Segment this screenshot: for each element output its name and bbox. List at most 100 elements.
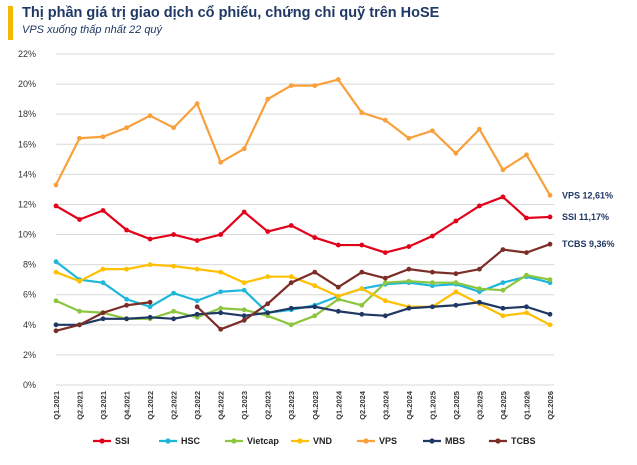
- end-label-vps: VPS 12,61%: [562, 190, 613, 200]
- data-point-vps: [288, 83, 294, 88]
- data-point-vnd: [147, 262, 153, 268]
- data-point-vnd: [288, 274, 294, 280]
- data-point-tcbs: [453, 271, 459, 277]
- data-point-ssi: [524, 215, 529, 221]
- data-point-hsc: [500, 280, 506, 286]
- data-point-tcbs: [429, 269, 435, 275]
- y-tick-label: 0%: [23, 380, 36, 390]
- data-point-mbs: [312, 304, 318, 310]
- data-point-tcbs: [477, 266, 482, 272]
- data-point-vnd: [53, 269, 59, 275]
- x-tick-label: Q2.2026: [546, 391, 555, 420]
- data-point-ssi: [500, 194, 506, 200]
- legend-label-vps: VPS: [379, 436, 397, 446]
- legend-marker-vps: [363, 438, 369, 444]
- data-point-ssi: [547, 214, 553, 220]
- x-tick-label: Q4.2021: [123, 391, 132, 420]
- series-line-vnd: [55, 263, 551, 326]
- data-point-ssi: [194, 238, 200, 243]
- data-point-vnd: [500, 313, 506, 319]
- data-point-tcbs: [312, 269, 318, 275]
- legend-label-ssi: SSI: [115, 436, 130, 446]
- data-point-tcbs: [500, 247, 506, 252]
- end-label-tcbs: TCBS 9,36%: [562, 239, 615, 249]
- data-point-tcbs: [124, 302, 129, 308]
- data-point-ssi: [335, 242, 341, 248]
- data-point-mbs: [218, 310, 224, 316]
- data-point-vnd: [359, 286, 365, 292]
- data-point-mbs: [359, 311, 365, 317]
- x-tick-label: Q2.2025: [452, 391, 461, 420]
- data-point-ssi: [241, 209, 247, 215]
- data-point-vietcap: [53, 298, 59, 304]
- data-point-vietcap: [406, 278, 412, 284]
- data-point-vnd: [265, 274, 271, 280]
- y-tick-label: 12%: [18, 199, 36, 209]
- data-point-vps: [147, 113, 153, 119]
- data-point-ssi: [453, 218, 459, 224]
- data-point-vps: [524, 152, 529, 158]
- legend-label-hsc: HSC: [181, 436, 201, 446]
- data-point-vps: [218, 159, 224, 165]
- data-point-ssi: [171, 232, 177, 237]
- data-point-vps: [100, 134, 106, 140]
- series-line-mbs: [56, 301, 551, 326]
- data-point-hsc: [53, 259, 59, 265]
- data-point-mbs: [382, 313, 388, 319]
- y-tick-label: 20%: [18, 79, 36, 89]
- data-point-vps: [194, 101, 200, 107]
- data-point-ssi: [218, 232, 224, 237]
- data-point-mbs: [100, 316, 106, 322]
- data-point-vietcap: [477, 286, 482, 292]
- data-point-ssi: [288, 223, 294, 228]
- data-point-mbs: [524, 304, 529, 310]
- data-point-vnd: [453, 289, 459, 295]
- data-point-hsc: [147, 304, 153, 310]
- data-point-tcbs: [265, 301, 271, 307]
- data-point-vietcap: [547, 277, 553, 283]
- data-point-vnd: [218, 269, 224, 275]
- data-point-mbs: [241, 313, 247, 319]
- chart-subtitle: VPS xuống thấp nhất 22 quý: [22, 24, 163, 36]
- y-tick-label: 22%: [18, 49, 36, 59]
- x-tick-label: Q3.2021: [99, 391, 108, 420]
- x-tick-label: Q1.2023: [240, 391, 249, 420]
- data-point-mbs: [171, 316, 177, 322]
- x-tick-label: Q3.2025: [475, 391, 484, 420]
- data-point-vnd: [312, 283, 318, 289]
- legend-marker-ssi: [99, 438, 105, 444]
- data-point-vps: [77, 135, 82, 141]
- series-line-tcbs: [196, 243, 551, 331]
- data-point-ssi: [53, 203, 59, 209]
- data-point-tcbs: [288, 280, 294, 286]
- data-point-vps: [477, 126, 482, 132]
- legend-marker-vnd: [297, 438, 303, 444]
- data-point-hsc: [241, 287, 247, 293]
- data-point-tcbs: [241, 317, 247, 323]
- data-point-vps: [500, 167, 506, 173]
- data-point-vps: [312, 83, 318, 88]
- data-point-tcbs: [194, 304, 200, 310]
- data-point-ssi: [312, 235, 318, 240]
- data-point-ssi: [124, 227, 129, 233]
- data-point-hsc: [124, 296, 129, 302]
- data-point-vps: [382, 117, 388, 123]
- data-point-vps: [124, 125, 129, 131]
- data-point-ssi: [100, 208, 106, 213]
- x-tick-label: Q3.2023: [287, 391, 296, 420]
- y-tick-label: 2%: [23, 350, 36, 360]
- chart-title: Thị phần giá trị giao dịch cổ phiếu, chứ…: [22, 5, 440, 21]
- data-point-ssi: [382, 250, 388, 256]
- legend-marker-tcbs: [495, 438, 501, 444]
- data-point-vps: [547, 192, 553, 198]
- legend-marker-hsc: [165, 438, 171, 444]
- data-point-vps: [406, 135, 412, 141]
- data-point-mbs: [288, 305, 294, 311]
- data-point-vietcap: [171, 308, 177, 314]
- x-tick-label: Q2.2021: [76, 391, 85, 420]
- data-point-ssi: [477, 203, 482, 209]
- data-point-vnd: [77, 278, 82, 284]
- data-point-mbs: [547, 311, 553, 317]
- data-point-vps: [335, 77, 341, 82]
- data-point-vnd: [124, 266, 129, 272]
